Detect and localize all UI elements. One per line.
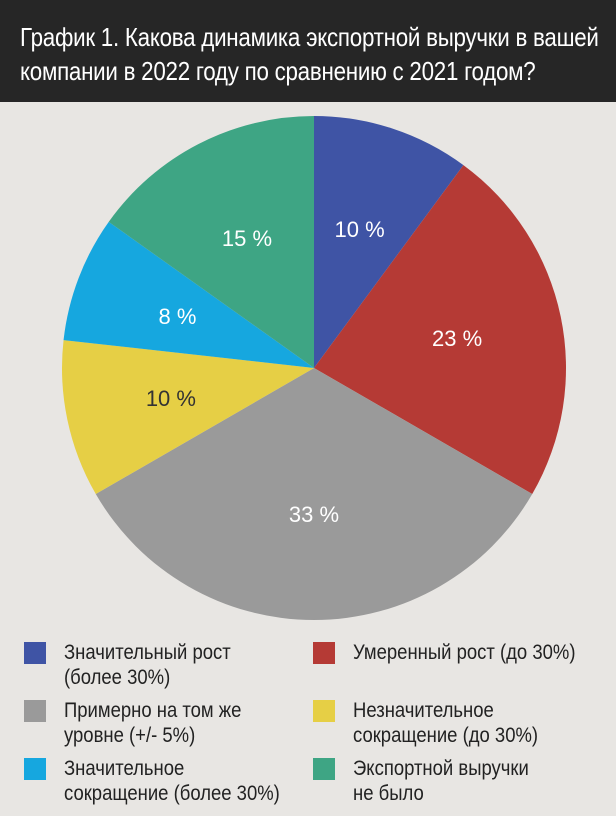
legend-item-no-export: Экспортной выручки не было: [313, 756, 553, 806]
pie-slice-label-1: 23 %: [432, 326, 482, 351]
legend-item-moderate-growth: Умеренный рост (до 30%): [313, 640, 606, 665]
legend-label: Примерно на том же уровне (+/- 5%): [64, 698, 241, 748]
legend-label: Умеренный рост (до 30%): [353, 640, 575, 665]
pie-slice-label-4: 8 %: [159, 304, 197, 329]
pie-slice-3: [61, 340, 315, 494]
legend-swatch: [24, 642, 46, 664]
pie-slice-label-0: 10 %: [335, 217, 385, 242]
legend-label: Незначительное сокращение (до 30%): [353, 698, 538, 748]
chart-title: График 1. Какова динамика экспортной выр…: [20, 20, 599, 88]
legend-label-line: не было: [353, 782, 424, 805]
pie-slice-1: [314, 165, 567, 494]
legend-label-line: сокращение (более 30%): [64, 782, 280, 805]
title-line-2: компании в 2022 году по сравнению с 2021…: [20, 56, 536, 86]
pie-slice-label-3: 10 %: [146, 386, 196, 411]
legend-label: Значительный рост (более 30%): [64, 640, 231, 690]
legend-swatch: [24, 758, 46, 780]
legend-item-significant-growth: Значительный рост (более 30%): [24, 640, 253, 690]
legend-label-line: Незначительное: [353, 699, 494, 722]
pie-slice-label-5: 15 %: [222, 226, 272, 251]
pie-slice-4: [63, 221, 314, 368]
legend-swatch: [313, 758, 335, 780]
title-line-1: График 1. Какова динамика экспортной выр…: [20, 22, 599, 52]
legend-label-line: уровне (+/- 5%): [64, 724, 196, 747]
legend-label: Значительное сокращение (более 30%): [64, 756, 280, 806]
pie-slice-2: [95, 368, 533, 621]
legend-item-significant-decline: Значительное сокращение (более 30%): [24, 756, 309, 806]
pie-slice-0: [314, 116, 464, 368]
legend-swatch: [24, 700, 46, 722]
legend-label-line: Умеренный рост (до 30%): [353, 641, 576, 664]
pie-chart: 10 % 23 % 33 % 10 % 8 % 15 %: [61, 116, 567, 621]
legend-label-line: Примерно на том же: [64, 699, 242, 722]
pie-slice-5: [108, 116, 314, 368]
legend-item-same-level: Примерно на том же уровне (+/- 5%): [24, 698, 266, 748]
legend-label-line: сокращение (до 30%): [353, 724, 539, 747]
legend-swatch: [313, 642, 335, 664]
legend-label: Экспортной выручки не было: [353, 756, 529, 806]
legend-label-line: Экспортной выручки: [353, 757, 529, 780]
chart-header: График 1. Какова динамика экспортной выр…: [0, 0, 616, 102]
legend-label-line: Значительное: [64, 757, 185, 780]
legend-swatch: [313, 700, 335, 722]
legend-item-minor-decline: Незначительное сокращение (до 30%): [313, 698, 563, 748]
legend-label-line: Значительный рост: [64, 641, 231, 664]
legend-label-line: (более 30%): [64, 666, 171, 689]
pie-slice-label-2: 33 %: [289, 502, 339, 527]
